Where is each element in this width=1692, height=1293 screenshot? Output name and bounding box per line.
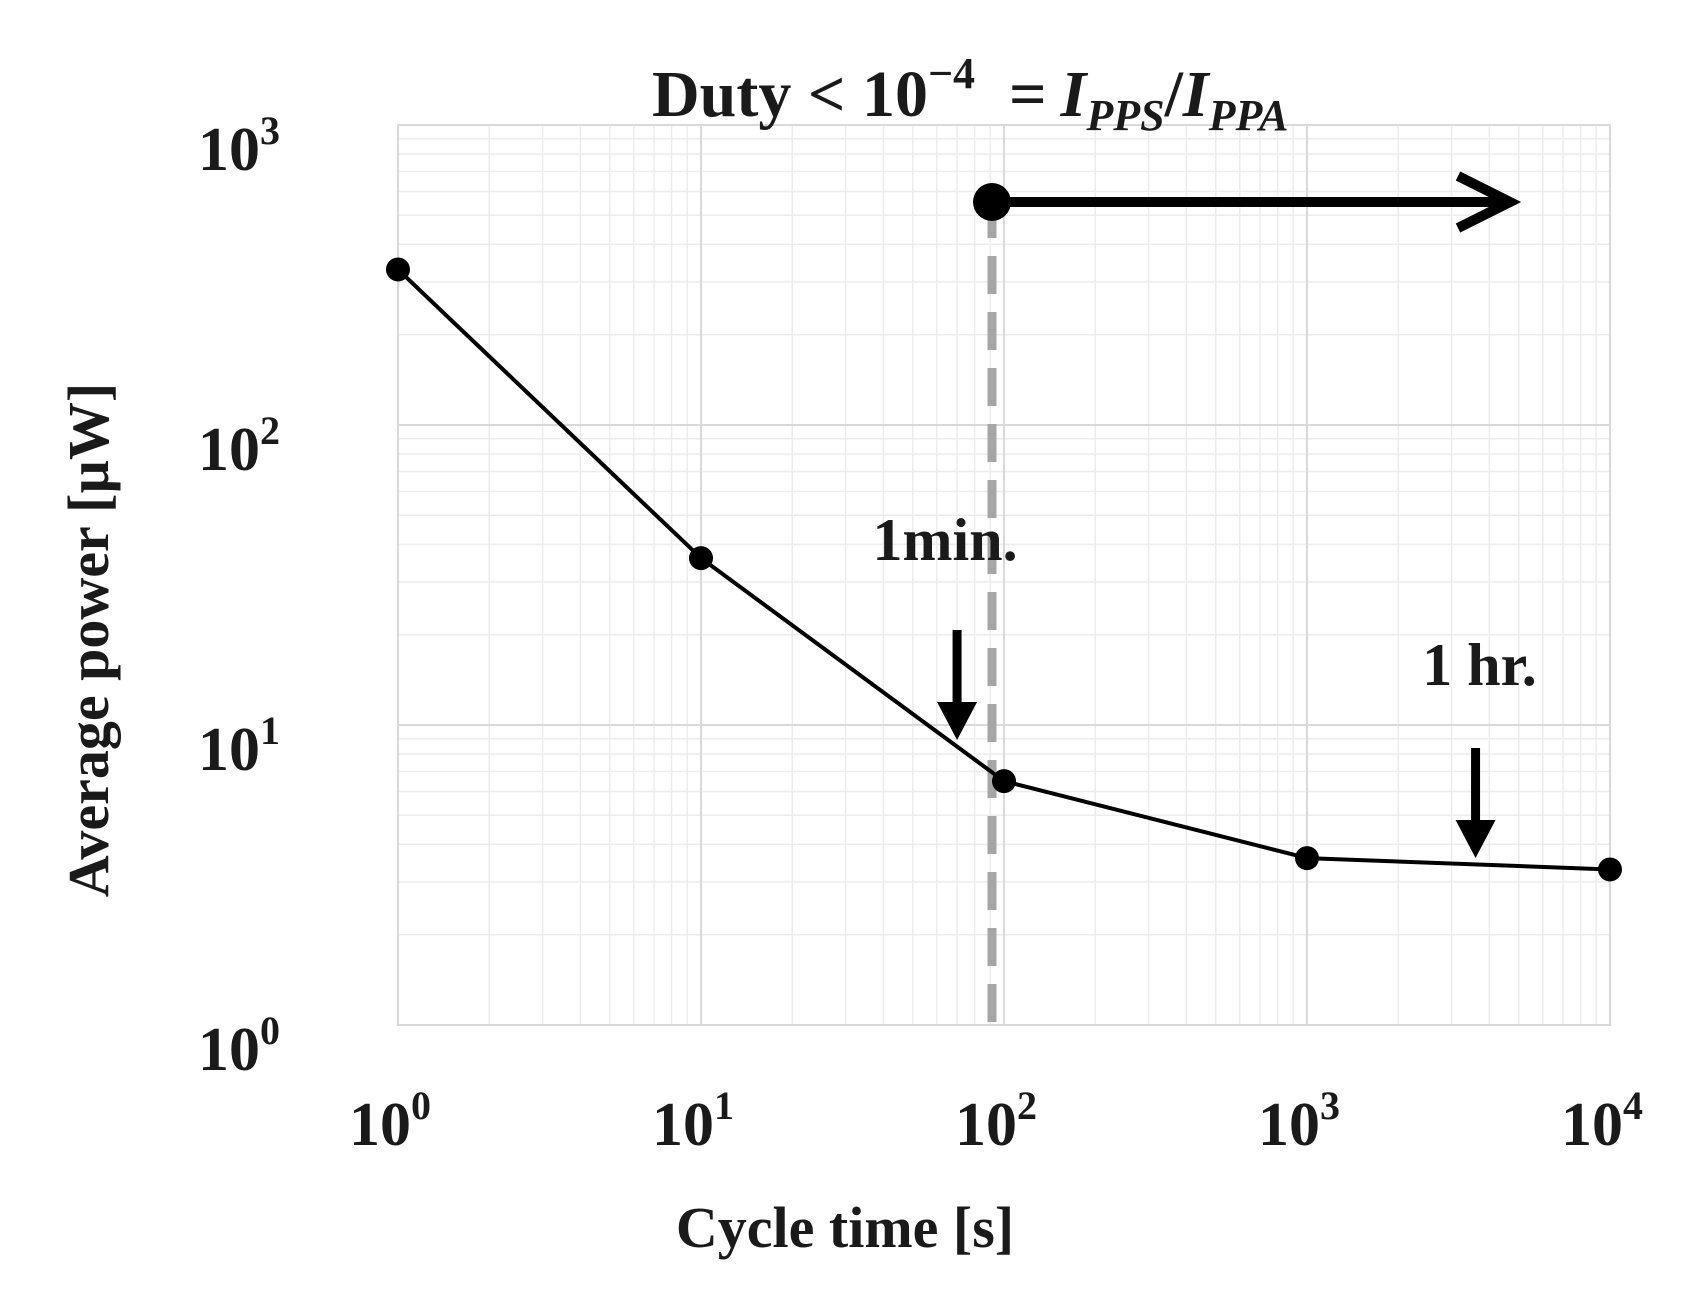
data-point	[1598, 857, 1622, 882]
x-tick-base: 10	[349, 1091, 411, 1159]
duty-denominator: I	[1182, 58, 1211, 131]
data-point	[1295, 846, 1319, 871]
x-tick-label: 104	[1561, 1083, 1643, 1159]
x-tick-exponent: 0	[411, 1083, 431, 1128]
x-tick-label: 103	[1258, 1083, 1340, 1159]
y-tick-exponent: 2	[260, 408, 280, 453]
annotation-1min: 1min.	[873, 507, 1018, 740]
x-tick-exponent: 2	[1017, 1083, 1037, 1128]
duty-slash: /	[1164, 58, 1185, 131]
duty-prefix: Duty < 10	[652, 58, 928, 131]
data-point	[386, 257, 410, 282]
data-point	[992, 769, 1016, 794]
duty-denominator-sub: PPA	[1208, 91, 1289, 140]
duty-range-arrow	[973, 171, 1522, 233]
duty-equals: =	[1009, 58, 1047, 131]
y-tick-exponent: 1	[260, 708, 280, 753]
x-tick-exponent: 3	[1320, 1083, 1340, 1128]
y-tick-base: 10	[198, 416, 260, 484]
duty-annotation: Duty < 10−4 = IPPS/IPPA	[652, 49, 1288, 140]
x-tick-label: 101	[652, 1083, 734, 1159]
plot-area-frame	[397, 124, 1611, 1026]
y-tick-base: 10	[198, 716, 260, 784]
duty-range-arrow-head	[1455, 171, 1522, 233]
x-tick-exponent: 4	[1623, 1083, 1643, 1128]
x-tick-base: 10	[1258, 1091, 1320, 1159]
y-axis-title: Average power [µW]	[56, 383, 121, 897]
y-tick-exponent: 3	[260, 108, 280, 153]
y-tick-label: 103	[198, 108, 280, 184]
duty-numerator-sub: PPS	[1085, 91, 1164, 140]
x-axis-title: Cycle time [s]	[676, 1195, 1014, 1260]
y-tick-base: 10	[198, 1016, 260, 1084]
data-point	[689, 546, 713, 571]
x-tick-exponent: 1	[714, 1083, 734, 1128]
x-tick-labels: 100 101 102 103 104	[349, 1083, 1643, 1159]
x-tick-base: 10	[652, 1091, 714, 1159]
y-tick-exponent: 0	[260, 1008, 280, 1053]
annotation-1min-label: 1min.	[873, 507, 1018, 573]
annotation-1min-arrow-head	[937, 702, 978, 740]
y-tick-base: 10	[198, 116, 260, 184]
duty-exponent: −4	[928, 49, 975, 98]
series-layer	[386, 257, 1622, 882]
annotation-1hr-arrow-head	[1455, 820, 1496, 858]
x-tick-base: 10	[1561, 1091, 1623, 1159]
x-tick-label: 100	[349, 1083, 431, 1159]
y-tick-label: 102	[198, 408, 280, 484]
annotation-1hr: 1 hr.	[1422, 632, 1537, 858]
duty-numerator: I	[1060, 58, 1089, 131]
x-tick-label: 102	[955, 1083, 1037, 1159]
annotation-1hr-label: 1 hr.	[1422, 632, 1537, 698]
y-tick-label: 101	[198, 708, 280, 784]
y-tick-label: 100	[198, 1008, 280, 1084]
x-tick-base: 10	[955, 1091, 1017, 1159]
